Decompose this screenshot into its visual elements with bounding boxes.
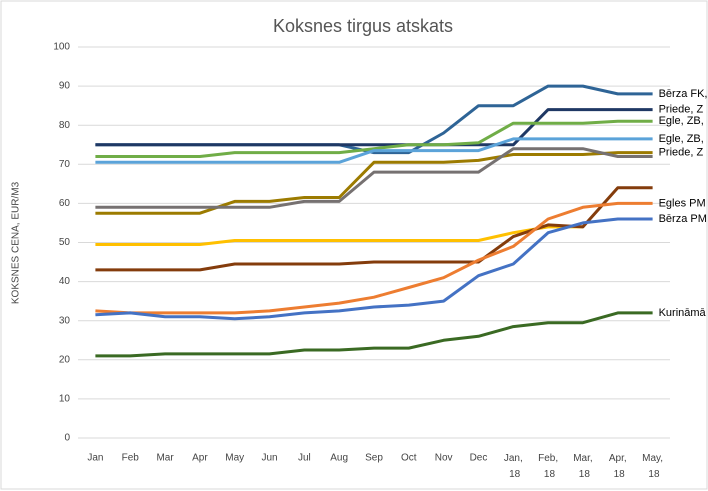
y-tick-label: 40 [59,276,71,287]
x-tick-label: Oct [401,453,417,464]
y-tick-label: 0 [64,433,70,444]
y-tick-label: 100 [53,42,70,53]
x-tick-label: Apr, 18 [609,453,627,480]
series-label: Bērza FK, [659,88,708,100]
y-tick-label: 10 [59,394,71,405]
x-tick-label-line: 18 [646,469,660,480]
x-tick-label: May, 18 [642,453,663,480]
y-tick-label: 50 [59,237,71,248]
x-tick-label: Jul [298,453,311,464]
series-label: Priede, Z [659,103,704,115]
series-line [95,201,653,315]
chart-title: Koksnes tirgus atskats [273,16,453,36]
y-tick-label: 20 [59,354,71,365]
series-label: Egles PM [659,197,706,209]
series-line [95,108,653,147]
series-label: Priede, Z [659,146,704,158]
x-tick-label-line: 18 [541,469,555,480]
series-line [95,147,653,209]
x-tick-label-line: 18 [611,469,625,480]
x-tick-label: Feb, 18 [538,453,558,480]
series-line [95,137,653,164]
y-tick-label: 80 [59,120,71,131]
x-tick-label: Jan [87,453,103,464]
x-tick-label-line: Mar, [573,453,592,464]
x-tick-label-line: Feb, [538,453,558,464]
x-tick-label-line: 18 [576,469,590,480]
x-tick-label: Sep [365,453,383,464]
series-line [95,186,653,272]
x-tick-label: Jan, 18 [504,453,523,480]
series-label: Bērza PM [659,213,707,225]
x-tick-label-line: 18 [506,469,520,480]
y-tick-label: 90 [59,81,71,92]
x-tick-label: Aug [330,453,348,464]
series-line [95,119,653,158]
x-tick-label: May [225,453,244,464]
series-label: Egle, ZB, [659,115,704,127]
series-label: Egle, ZB, [659,133,704,145]
y-tick-label: 30 [59,315,71,326]
y-tick-label: 70 [59,159,71,170]
x-tick-label: Dec [470,453,488,464]
x-tick-label-line: May, [642,453,663,464]
y-axis-label: KOKSNES CENA, EUR/M3 [11,181,22,304]
series-line [95,311,653,358]
x-tick-label: Nov [435,453,453,464]
x-tick-label: Mar [156,453,174,464]
x-tick-label: Apr [192,453,208,464]
series-line [95,217,653,321]
x-tick-label-line: Apr, [609,453,627,464]
x-tick-label: Mar, 18 [573,453,592,480]
series-label: Kurināmā [659,307,707,319]
x-tick-label: Feb [122,453,140,464]
x-tick-label-line: Jan, [504,453,523,464]
y-tick-label: 60 [59,198,71,209]
series-line [95,225,583,246]
x-tick-label: Jun [261,453,277,464]
series-line [95,151,653,215]
